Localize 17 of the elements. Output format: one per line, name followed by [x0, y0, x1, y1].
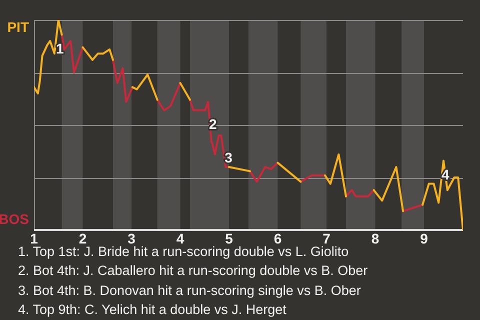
x-tick-label: 6	[274, 230, 282, 246]
x-tick-label: 9	[420, 230, 428, 246]
x-tick-label: 1	[30, 230, 38, 246]
x-tick-label: 3	[128, 230, 136, 246]
x-tick-label: 7	[322, 230, 331, 246]
annotation: 1	[56, 40, 64, 56]
text: 2. Bot 4th: J. Caballero hit a run-scoring double vs B. Ober	[18, 262, 368, 280]
series-label: PIT	[7, 18, 30, 35]
x-tick-label: 2	[78, 230, 87, 246]
text: BOS	[0, 210, 29, 227]
text: 4. Top 9th: C. Yelich hit a double vs J. Herget	[18, 300, 288, 319]
annotation: 3	[224, 149, 233, 166]
text: 1. Top 1st: J. Bride hit a run-scoring double vs L. Giolito	[18, 244, 350, 261]
text: 3. Bot 4th: B. Donovan hit a run-scoring single vs B. Ober	[18, 282, 362, 300]
x-tick-label: 8	[371, 230, 380, 246]
x-tick-label: 5	[225, 230, 234, 246]
x-tick-label: 4	[176, 230, 184, 246]
